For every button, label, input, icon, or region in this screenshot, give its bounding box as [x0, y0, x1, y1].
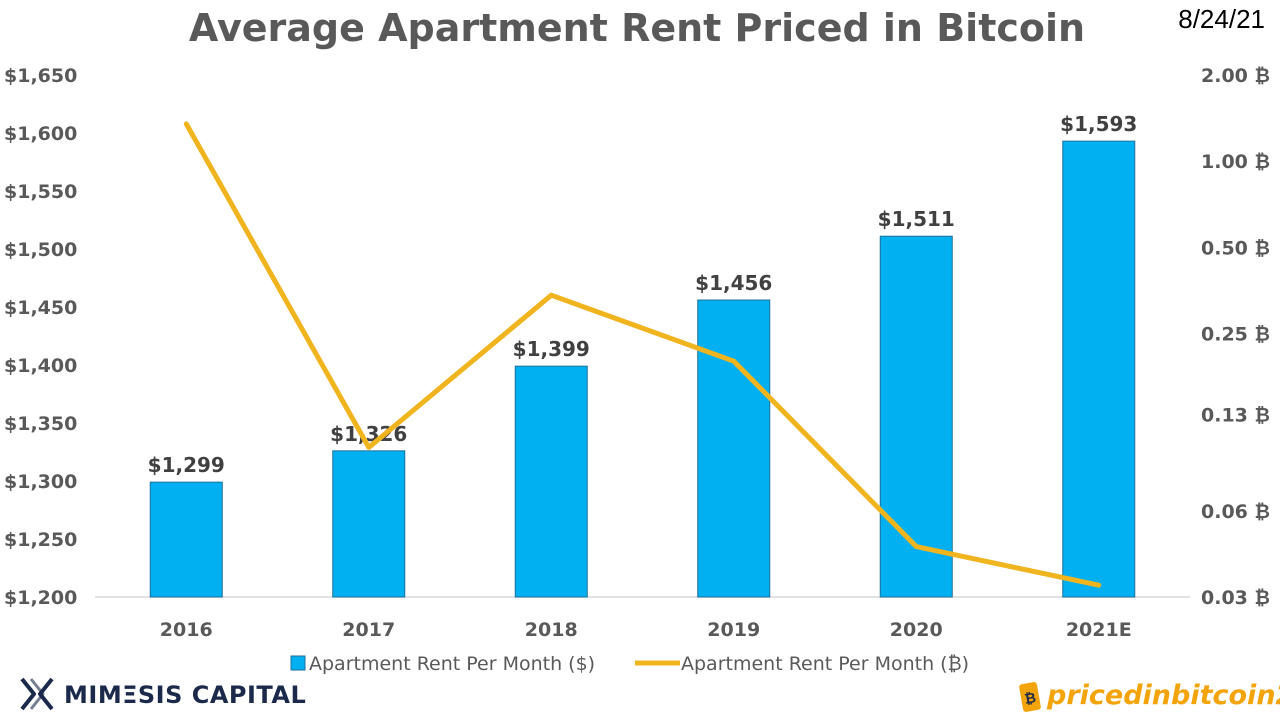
y-left-tick-label: $1,250 — [4, 529, 77, 551]
pricedinbitcoin-wordmark: pricedinbitcoin21 — [1046, 680, 1280, 711]
y-right-tick-label: 1.00 ₿ — [1201, 151, 1270, 173]
y-left-tick-label: $1,650 — [4, 65, 77, 87]
bar — [879, 235, 953, 598]
btc-line-series — [183, 121, 1102, 588]
x-tick-label: 2017 — [342, 619, 395, 641]
y-left-tick-label: $1,400 — [4, 355, 77, 377]
bar-data-labels: $1,299$1,326$1,399$1,456$1,511$1,593 — [148, 112, 1138, 477]
legend-line-label: Apartment Rent Per Month (₿) — [681, 653, 969, 675]
y-right-tick-label: 0.03 ₿ — [1201, 587, 1270, 609]
y-right-tick-label: 0.13 ₿ — [1201, 405, 1270, 427]
y-right-tick-label: 2.00 ₿ — [1201, 65, 1270, 87]
x-axis: 2016 2017 2018 2019 2020 2021E — [160, 619, 1132, 641]
y-left-tick-label: $1,350 — [4, 413, 77, 435]
bar-series — [149, 140, 1136, 598]
y-left-tick-label: $1,450 — [4, 297, 77, 319]
bar — [514, 365, 588, 598]
bar — [1062, 140, 1136, 598]
right-axis: 0.03 ₿ 0.06 ₿ 0.13 ₿ 0.25 ₿ 0.50 ₿ 1.00 ₿ 2.00… — [1201, 65, 1270, 609]
y-right-tick-label: 0.06 ₿ — [1201, 501, 1270, 523]
y-left-tick-label: $1,500 — [4, 239, 77, 261]
bar-data-label: $1,511 — [878, 207, 955, 231]
bar — [149, 481, 223, 598]
date-label: 8/24/21 — [1178, 4, 1265, 34]
svg-text:₿: ₿ — [1023, 690, 1037, 708]
y-left-tick-label: $1,550 — [4, 181, 77, 203]
y-left-tick-label: $1,300 — [4, 471, 77, 493]
mimesis-capital-wordmark: MIMΞSIS CAPITAL — [64, 681, 306, 709]
x-tick-label: 2019 — [707, 619, 760, 641]
bitcoin-phone-icon: ₿ — [1019, 682, 1041, 712]
bar — [332, 450, 406, 598]
bar-data-label: $1,399 — [513, 337, 590, 361]
x-tick-label: 2018 — [525, 619, 578, 641]
x-tick-label: 2016 — [160, 619, 213, 641]
bar-data-label: $1,593 — [1060, 112, 1137, 136]
x-tick-label: 2020 — [890, 619, 943, 641]
y-right-tick-label: 0.50 ₿ — [1201, 237, 1270, 259]
legend: Apartment Rent Per Month ($) Apartment R… — [290, 653, 969, 675]
y-left-tick-label: $1,600 — [4, 123, 77, 145]
chart-title: Average Apartment Rent Priced in Bitcoin — [189, 6, 1085, 50]
bar-data-label: $1,456 — [695, 271, 772, 295]
y-left-tick-label: $1,200 — [4, 587, 77, 609]
y-right-tick-label: 0.25 ₿ — [1201, 323, 1270, 345]
left-axis: $1,200 $1,250 $1,300 $1,350 $1,400 $1,450 $1,5… — [4, 65, 77, 609]
mimesis-logo-mark-icon — [20, 677, 54, 711]
legend-bar-label: Apartment Rent Per Month ($) — [309, 653, 595, 675]
bar-data-label: $1,299 — [148, 453, 225, 477]
mimesis-logo: MIMΞSIS CAPITAL — [20, 677, 306, 711]
pricedinbitcoin-logo: ₿ pricedinbitcoin21 — [1019, 680, 1280, 712]
legend-bar-swatch — [290, 655, 306, 671]
x-tick-label: 2021E — [1066, 619, 1132, 641]
bar — [697, 299, 771, 598]
